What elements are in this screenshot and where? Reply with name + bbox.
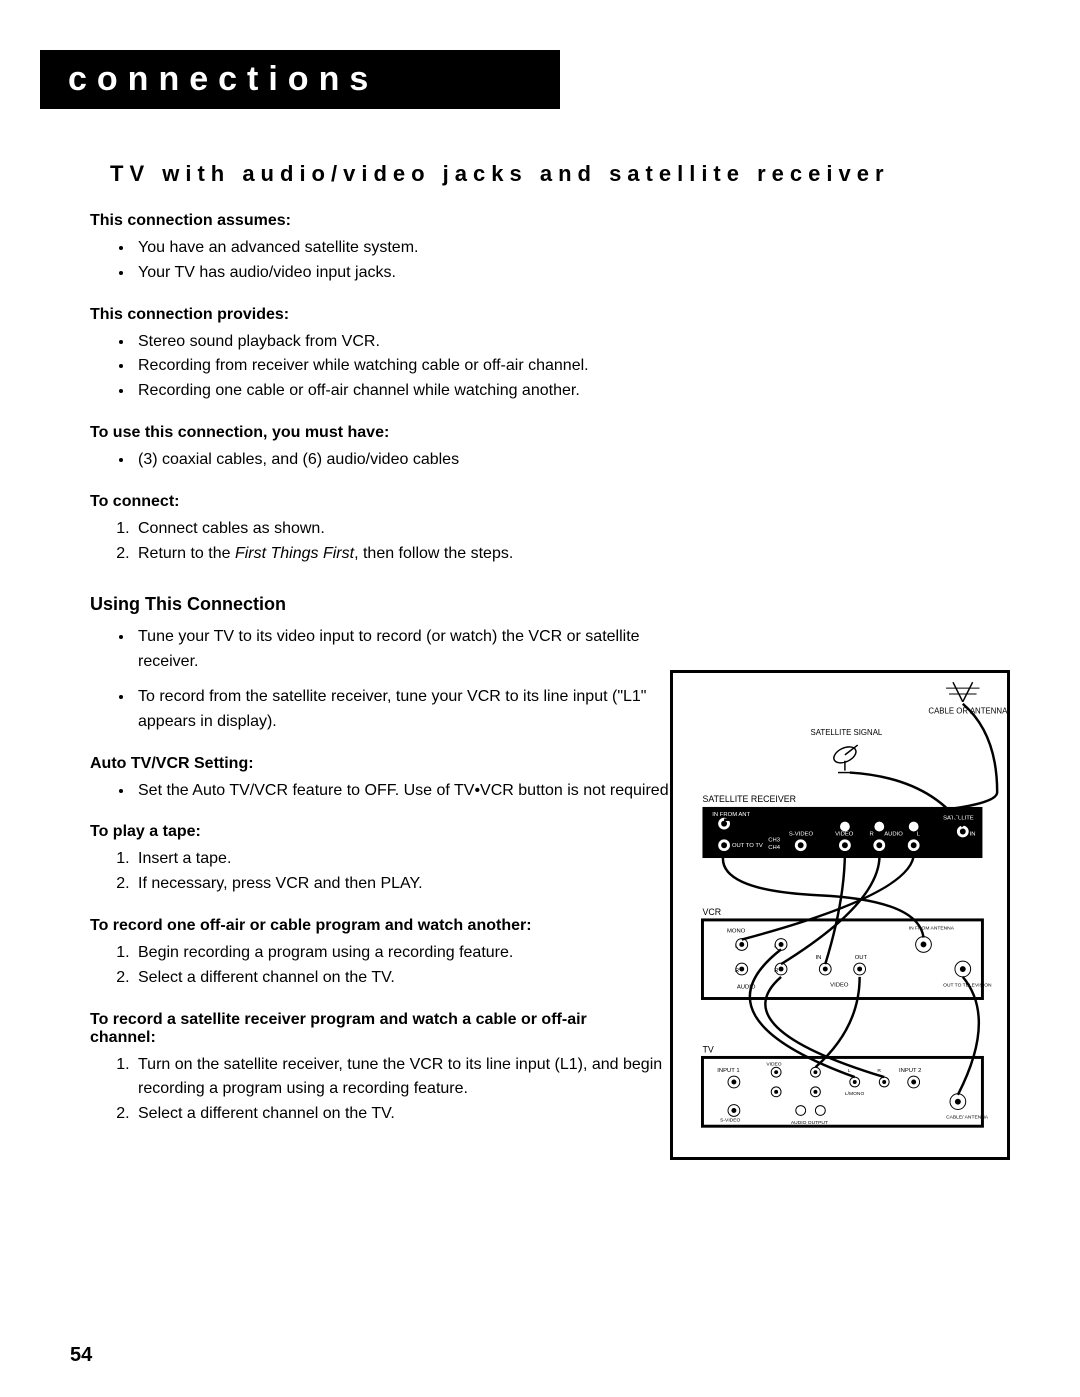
list-item: Recording from receiver while watching c…	[134, 354, 1010, 379]
diagram-label: MONO	[727, 929, 746, 935]
diagram-label: SATELLITE SIGNAL	[811, 728, 883, 737]
svg-text:R: R	[774, 968, 778, 974]
musthave-list: (3) coaxial cables, and (6) audio/video …	[134, 448, 1010, 473]
list-item: To record from the satellite receiver, t…	[134, 685, 694, 735]
diagram-label: L/MONO	[845, 1091, 865, 1097]
recordsat-label: To record a satellite receiver program a…	[90, 1011, 650, 1047]
diagram-label: IN	[815, 955, 821, 961]
svg-text:R: R	[869, 831, 873, 837]
svg-text:L: L	[848, 1068, 851, 1074]
diagram-label: S-VIDEO	[720, 1117, 740, 1123]
diagram-label: CABLE/ ANTENNA	[946, 1114, 989, 1120]
diagram-label: SATELLITE RECEIVER	[702, 794, 796, 804]
recordsat-list: Turn on the satellite receiver, tune the…	[134, 1053, 694, 1127]
musthave-label: To use this connection, you must have:	[90, 424, 1010, 442]
provides-list: Stereo sound playback from VCR. Recordin…	[134, 330, 1010, 404]
antenna-icon	[946, 682, 979, 702]
italic-text: First Things First	[235, 545, 354, 562]
connection-diagram: CABLE OR ANTENNA SATELLITE SIGNAL SATELL…	[670, 670, 1010, 1160]
cable-group	[723, 704, 997, 1095]
list-item: Your TV has audio/video input jacks.	[134, 261, 1010, 286]
tv-block	[702, 1057, 982, 1126]
diagram-label: CH4	[768, 845, 780, 851]
diagram-label: AUDIO	[737, 985, 756, 991]
diagram-label: VCR	[702, 907, 721, 917]
satellite-dish-icon	[831, 744, 858, 773]
text: Return to the	[138, 545, 235, 562]
list-item: Insert a tape.	[134, 847, 694, 872]
section-header-title: connections	[68, 60, 532, 99]
list-item: Tune your TV to its video input to recor…	[134, 625, 694, 675]
diagram-label: INPUT 1	[717, 1068, 739, 1074]
list-item: You have an advanced satellite system.	[134, 236, 1010, 261]
page-number: 54	[70, 1344, 92, 1367]
svg-text:L: L	[774, 943, 778, 949]
list-item: Recording one cable or off-air channel w…	[134, 379, 1010, 404]
diagram-label: VIDEO	[830, 983, 849, 989]
diagram-label: IN FROM ANTENNA	[909, 926, 955, 932]
autotv-list: Set the Auto TV/VCR feature to OFF. Use …	[134, 779, 694, 804]
diagram-label: S-VIDEO	[789, 831, 814, 837]
diagram-label: AUDIO	[884, 831, 903, 837]
playtape-list: Insert a tape. If necessary, press VCR a…	[134, 847, 694, 897]
toconnect-label: To connect:	[90, 493, 1010, 511]
svg-text:R: R	[735, 968, 739, 974]
list-item: (3) coaxial cables, and (6) audio/video …	[134, 448, 1010, 473]
assumes-list: You have an advanced satellite system. Y…	[134, 236, 1010, 286]
list-item: Select a different channel on the TV.	[134, 1102, 694, 1127]
list-item: If necessary, press VCR and then PLAY.	[134, 872, 694, 897]
diagram-label: IN	[970, 831, 976, 837]
list-item: Select a different channel on the TV.	[134, 966, 694, 991]
diagram-label: VIDEO	[766, 1061, 781, 1067]
text: , then follow the steps.	[354, 545, 513, 562]
recordoffair-list: Begin recording a program using a record…	[134, 941, 694, 991]
using-heading: Using This Connection	[90, 594, 1010, 615]
diagram-label: IN FROM ANT	[712, 812, 750, 818]
diagram-label: OUT	[855, 955, 868, 961]
main-title: TV with audio/video jacks and satellite …	[110, 157, 1010, 190]
list-item: Connect cables as shown.	[134, 517, 1010, 542]
svg-text:L: L	[735, 943, 739, 949]
diagram-label: TV	[702, 1045, 713, 1055]
list-item: Turn on the satellite receiver, tune the…	[134, 1053, 694, 1103]
recordoffair-label: To record one off-air or cable program a…	[90, 917, 650, 935]
list-item: Set the Auto TV/VCR feature to OFF. Use …	[134, 779, 694, 804]
toconnect-list: Connect cables as shown. Return to the F…	[134, 517, 1010, 567]
using-list: Tune your TV to its video input to recor…	[134, 625, 694, 734]
list-item: Begin recording a program using a record…	[134, 941, 694, 966]
assumes-label: This connection assumes:	[90, 212, 1010, 230]
diagram-label: INPUT 2	[899, 1068, 921, 1074]
list-item: Stereo sound playback from VCR.	[134, 330, 1010, 355]
svg-text:R: R	[877, 1068, 881, 1074]
provides-label: This connection provides:	[90, 306, 1010, 324]
diagram-label: VIDEO	[835, 831, 854, 837]
diagram-label: AUDIO OUTPUT	[791, 1120, 828, 1126]
diagram-label: CH3	[768, 837, 780, 843]
section-header: connections	[40, 50, 560, 109]
list-item: Return to the First Things First, then f…	[134, 542, 1010, 567]
diagram-label: OUT TO TV	[732, 843, 763, 849]
